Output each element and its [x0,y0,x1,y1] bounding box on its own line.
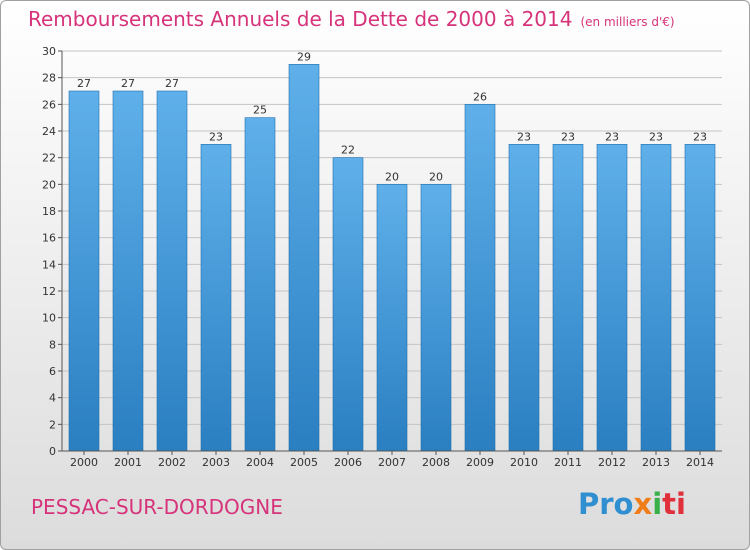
value-label: 23 [693,130,707,143]
x-tick-label: 2012 [598,456,626,469]
value-label: 29 [297,50,311,63]
bar [376,184,408,452]
x-tick-label: 2004 [246,456,274,469]
chart-title-text: Remboursements Annuels de la Dette de 20… [28,7,573,31]
value-label: 22 [341,144,355,157]
x-tick-label: 2005 [290,456,318,469]
bar [596,144,628,452]
y-tick-label: 16 [42,232,56,245]
commune-name: PESSAC-SUR-DORDOGNE [31,495,283,519]
value-label: 23 [605,130,619,143]
bar [244,117,276,452]
y-tick-label: 4 [49,392,56,405]
x-tick-label: 2010 [510,456,538,469]
value-label: 27 [77,77,91,90]
bar [200,144,232,452]
y-tick-label: 18 [42,205,56,218]
bar [464,104,496,452]
value-label: 26 [473,90,487,103]
bar [552,144,584,452]
x-tick-label: 2014 [686,456,714,469]
y-tick-label: 2 [49,418,56,431]
bar [640,144,672,452]
x-tick-labels: 2000 2001 2002 2003 2004 2005 2006 2007 2008 2009… [70,451,714,469]
x-tick-label: 2007 [378,456,406,469]
bars [68,64,716,452]
y-tick-label: 8 [49,338,56,351]
value-label: 23 [209,130,223,143]
bar [68,90,100,452]
y-tick-label: 20 [42,178,56,191]
chart-unit: (en milliers d'€) [580,15,675,29]
value-label: 23 [517,130,531,143]
value-label: 25 [253,104,267,117]
value-label: 20 [385,170,399,183]
bar [332,157,364,452]
x-tick-label: 2003 [202,456,230,469]
y-tick-label: 28 [42,72,56,85]
y-tick-label: 0 [49,445,56,458]
y-tick-label: 30 [42,45,56,58]
logo-part-2: x [633,487,653,521]
x-tick-label: 2008 [422,456,450,469]
y-tick-label: 14 [42,258,56,271]
x-tick-label: 2000 [70,456,98,469]
bar [112,90,144,452]
y-tick-label: 26 [42,98,56,111]
y-tick-label: 12 [42,285,56,298]
x-tick-label: 2011 [554,456,582,469]
bar [420,184,452,452]
bar [684,144,716,452]
x-tick-label: 2002 [158,456,186,469]
x-tick-label: 2006 [334,456,362,469]
value-label: 27 [165,77,179,90]
value-label: 20 [429,170,443,183]
value-label: 23 [649,130,663,143]
bar [156,90,188,452]
y-tick-label: 6 [49,365,56,378]
y-tick-label: 22 [42,152,56,165]
bar [508,144,540,452]
logo-part-4: ti [662,487,686,521]
value-label: 23 [561,130,575,143]
chart-title: Remboursements Annuels de la Dette de 20… [28,7,675,31]
logo-part-3: i [652,487,663,521]
x-tick-label: 2001 [114,456,142,469]
y-tick-label: 10 [42,312,56,325]
value-label: 27 [121,77,135,90]
bar [288,64,320,452]
value-labels: 27 27 27 23 25 29 22 20 20 26 23 23 23 23 23 [77,50,707,183]
x-tick-label: 2013 [642,456,670,469]
x-tick-label: 2009 [466,456,494,469]
proxiti-logo: Proxiti [578,487,686,521]
logo-part-1: Pro [578,487,634,521]
y-tick-label: 24 [42,125,56,138]
